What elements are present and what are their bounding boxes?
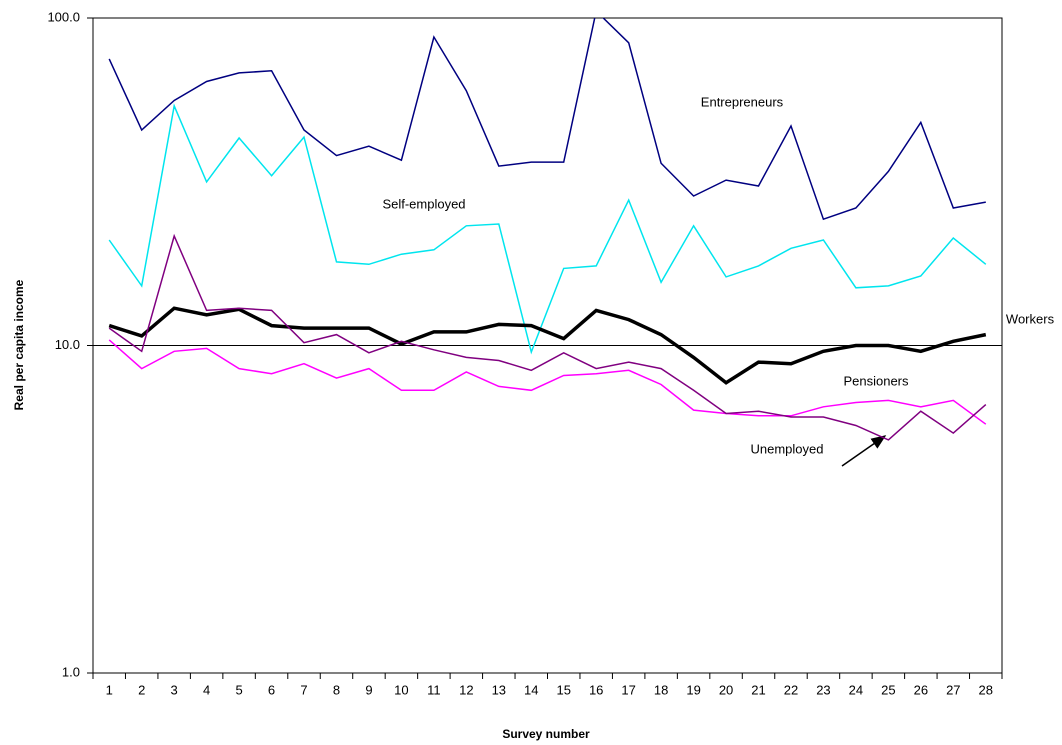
x-tick-label: 21 (751, 682, 765, 697)
x-tick-label: 9 (365, 682, 372, 697)
series-line (108, 339, 987, 425)
x-tick-label: 10 (394, 682, 408, 697)
x-tick-label: 1 (106, 682, 113, 697)
y-tick-label: 100.0 (47, 9, 80, 24)
x-tick-label: 22 (784, 682, 798, 697)
x-tick-label: 17 (621, 682, 635, 697)
series-label: Entrepreneurs (701, 94, 784, 109)
x-tick-label: 13 (492, 682, 506, 697)
x-tick-label: 26 (914, 682, 928, 697)
x-tick-label: 23 (816, 682, 830, 697)
x-tick-label: 6 (268, 682, 275, 697)
y-tick-label: 1.0 (62, 664, 80, 679)
x-tick-label: 11 (427, 682, 441, 697)
x-tick-label: 8 (333, 682, 340, 697)
x-tick-label: 16 (589, 682, 603, 697)
series-label: Workers (1006, 311, 1055, 326)
x-tick-label: 2 (138, 682, 145, 697)
series-label: Self-employed (382, 196, 465, 211)
y-axis-title: Real per capita income (12, 279, 26, 410)
x-axis-title: Survey number (502, 727, 590, 741)
y-tick-label: 10.0 (55, 337, 80, 352)
annotation-arrow (841, 435, 887, 467)
series-line (108, 18, 986, 221)
x-tick-label: 14 (524, 682, 538, 697)
x-tick-label: 3 (171, 682, 178, 697)
series-label: Unemployed (751, 441, 824, 456)
x-tick-label: 4 (203, 682, 210, 697)
x-tick-label: 15 (556, 682, 570, 697)
x-tick-label: 20 (719, 682, 733, 697)
series-line (108, 103, 987, 355)
x-tick-label: 27 (946, 682, 960, 697)
x-tick-label: 7 (300, 682, 307, 697)
x-tick-label: 5 (235, 682, 242, 697)
x-tick-label: 28 (979, 682, 993, 697)
plot-area (108, 18, 987, 441)
x-tick-label: 24 (849, 682, 863, 697)
x-tick-label: 25 (881, 682, 895, 697)
series-label: Pensioners (843, 373, 909, 388)
x-tick-label: 18 (654, 682, 668, 697)
series-line (108, 233, 987, 441)
series-line (108, 306, 987, 385)
x-tick-label: 12 (459, 682, 473, 697)
x-tick-label: 19 (686, 682, 700, 697)
